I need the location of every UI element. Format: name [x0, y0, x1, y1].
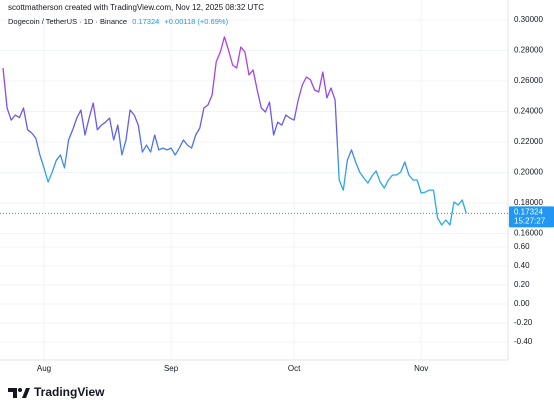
price-label: 0.17324	[514, 207, 543, 216]
countdown: 15:27:27	[514, 216, 546, 225]
x-tick-label: Aug	[37, 364, 51, 373]
y2-tick-label: 0.00	[514, 299, 530, 308]
price-label-box	[509, 206, 554, 228]
x-tick-label: Oct	[288, 364, 301, 373]
y-tick-label: 0.24000	[514, 107, 543, 116]
legend: Dogecoin / TetherUS · 1D · Binance 0.173…	[8, 17, 229, 26]
y-tick-label: 0.28000	[514, 46, 543, 55]
y-tick-label: 0.22000	[514, 137, 543, 146]
price-line	[2, 36, 467, 226]
x-tick-label: Nov	[414, 364, 428, 373]
last-value: 0.17324	[132, 17, 159, 26]
brand: TradingView	[34, 385, 105, 399]
x-tick-label: Sep	[164, 364, 179, 373]
y2-tick-label: 0.20	[514, 280, 530, 289]
symbol: Dogecoin / TetherUS · 1D · Binance	[8, 17, 127, 26]
y2-tick-label: -0.20	[514, 318, 533, 327]
y2-tick-label: 0.60	[514, 242, 530, 251]
header: scottmatherson created with TradingView.…	[8, 3, 264, 12]
y2-tick-label: -0.40	[514, 337, 533, 346]
grid	[0, 0, 508, 360]
y-tick-label: 0.18000	[514, 198, 543, 207]
y-tick-label: 0.26000	[514, 76, 543, 85]
logo: TradingView	[8, 385, 105, 399]
y-tick-label: 0.30000	[514, 15, 543, 24]
change: +0.00118 (+0.69%)	[164, 17, 228, 26]
y2-tick-label: 0.40	[514, 261, 530, 270]
y-tick-label: 0.16000	[514, 229, 543, 238]
y-tick-label: 0.20000	[514, 168, 543, 177]
